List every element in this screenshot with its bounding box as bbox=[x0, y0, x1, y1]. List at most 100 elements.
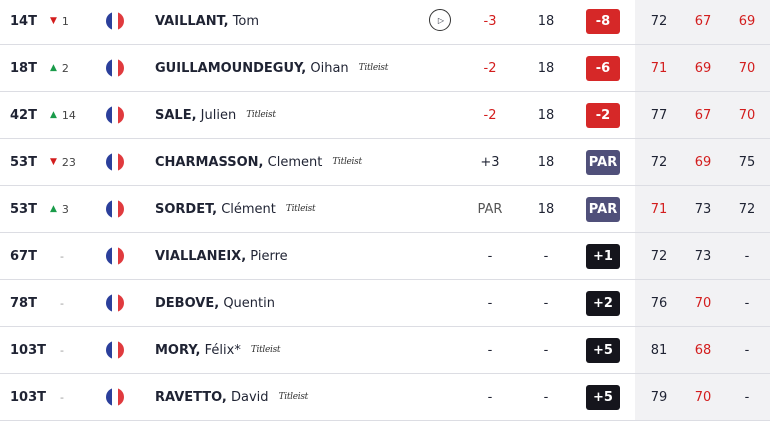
rounds-column-bg bbox=[635, 139, 770, 185]
round-1-score: 79 bbox=[650, 389, 668, 405]
table-row[interactable]: 53T ▼ 23 CHARMASSON, Clement Titleist +3 18 PAR… bbox=[0, 139, 770, 186]
player-last-name: CHARMASSON, bbox=[155, 154, 264, 170]
player-name-link[interactable]: VAILLANT, Tom bbox=[155, 0, 425, 44]
round-3-score: - bbox=[744, 295, 750, 311]
france-flag-icon bbox=[106, 247, 124, 265]
player-first-name: Félix* bbox=[204, 342, 241, 358]
position: 53T bbox=[10, 201, 37, 217]
round-3-score: - bbox=[744, 342, 750, 358]
position: 103T bbox=[10, 389, 47, 405]
player-last-name: DEBOVE, bbox=[155, 295, 220, 311]
position: 103T bbox=[10, 342, 47, 358]
table-row[interactable]: 18T ▲ 2 GUILLAMOUNDEGUY, Oihan Titleist -2 18-… bbox=[0, 45, 770, 92]
movement-value: 2 bbox=[61, 61, 69, 75]
play-video-button[interactable]: ▷ bbox=[429, 9, 451, 31]
position: 14T bbox=[10, 13, 37, 29]
player-name-link[interactable]: MORY, Félix* Titleist bbox=[155, 327, 425, 373]
total-score-badge: PAR bbox=[586, 197, 620, 222]
player-last-name: VAILLANT, bbox=[155, 13, 229, 29]
position: 42T bbox=[10, 107, 37, 123]
movement: - bbox=[50, 327, 100, 373]
round-3-score: 69 bbox=[738, 13, 756, 29]
total-score-badge: -2 bbox=[586, 103, 620, 128]
today-score: -2 bbox=[483, 107, 497, 123]
round-1-score: 76 bbox=[650, 295, 668, 311]
table-row[interactable]: 14T ▼ 1 VAILLANT, Tom ▷ -3 18 -8 72 67 69 bbox=[0, 0, 770, 45]
table-row[interactable]: 67T - VIALLANEIX, Pierre - - +1 72 73 - bbox=[0, 233, 770, 280]
movement-none: - bbox=[60, 390, 64, 404]
round-1-score: 77 bbox=[650, 107, 668, 123]
today-score: -3 bbox=[483, 13, 497, 29]
total-score-badge: PAR bbox=[586, 150, 620, 175]
today-score: - bbox=[487, 342, 493, 358]
total-score-badge: -8 bbox=[586, 9, 620, 34]
player-name-link[interactable]: SALE, Julien Titleist bbox=[155, 92, 425, 138]
player-name-link[interactable]: RAVETTO, David Titleist bbox=[155, 374, 425, 420]
today-score: +3 bbox=[480, 154, 500, 170]
holes-thru: - bbox=[543, 342, 549, 358]
rounds-column-bg bbox=[635, 92, 770, 138]
sponsor-logo: Titleist bbox=[250, 345, 281, 355]
round-2-score: 67 bbox=[694, 13, 712, 29]
arrow-up-icon: ▲ bbox=[50, 63, 57, 73]
round-2-score: 70 bbox=[694, 389, 712, 405]
arrow-down-icon: ▼ bbox=[50, 16, 57, 26]
round-2-score: 69 bbox=[694, 154, 712, 170]
holes-thru: 18 bbox=[537, 107, 555, 123]
movement: ▼ 1 bbox=[50, 0, 100, 44]
holes-thru: 18 bbox=[537, 201, 555, 217]
france-flag-icon bbox=[106, 388, 124, 406]
round-1-score: 81 bbox=[650, 342, 668, 358]
movement: ▲ 14 bbox=[50, 92, 100, 138]
table-row[interactable]: 103T - RAVETTO, David Titleist - - +5 79 70- bbox=[0, 374, 770, 421]
today-score: -2 bbox=[483, 60, 497, 76]
holes-thru: 18 bbox=[537, 60, 555, 76]
rounds-column-bg bbox=[635, 327, 770, 373]
round-3-score: - bbox=[744, 389, 750, 405]
round-1-score: 72 bbox=[650, 154, 668, 170]
movement-value: 14 bbox=[61, 108, 76, 122]
player-last-name: GUILLAMOUNDEGUY, bbox=[155, 60, 307, 76]
player-name-link[interactable]: VIALLANEIX, Pierre bbox=[155, 233, 425, 279]
france-flag-icon bbox=[106, 200, 124, 218]
movement-value: 23 bbox=[61, 155, 76, 169]
movement: - bbox=[50, 280, 100, 326]
movement-none: - bbox=[60, 249, 64, 263]
table-row[interactable]: 103T - MORY, Félix* Titleist - - +5 81 68- bbox=[0, 327, 770, 374]
sponsor-logo: Titleist bbox=[246, 110, 276, 120]
sponsor-logo: Titleist bbox=[358, 63, 389, 73]
player-first-name: Julien bbox=[200, 107, 237, 123]
table-row[interactable]: 53T ▲ 3 SORDET, Clément Titleist PAR 18 PAR 71 73… bbox=[0, 186, 770, 233]
table-row[interactable]: 78T - DEBOVE, Quentin - - +2 76 70 - bbox=[0, 280, 770, 327]
round-2-score: 73 bbox=[694, 201, 712, 217]
rounds-column-bg bbox=[635, 186, 770, 232]
sponsor-logo: Titleist bbox=[278, 392, 309, 402]
total-score-badge: -6 bbox=[586, 56, 620, 81]
round-1-score: 71 bbox=[650, 201, 668, 217]
round-1-score: 72 bbox=[650, 248, 668, 264]
movement-none: - bbox=[60, 343, 64, 357]
movement: ▲ 2 bbox=[50, 45, 100, 91]
round-3-score: 70 bbox=[738, 60, 756, 76]
table-row[interactable]: 42T ▲ 14 SALE, Julien Titleist -2 18 -2 77 67 70 bbox=[0, 92, 770, 139]
movement-value: 3 bbox=[61, 202, 69, 216]
total-score-badge: +5 bbox=[586, 385, 620, 410]
player-name-link[interactable]: SORDET, Clément Titleist bbox=[155, 186, 425, 232]
player-first-name: Pierre bbox=[250, 248, 288, 264]
player-name-link[interactable]: CHARMASSON, Clement Titleist bbox=[155, 139, 425, 185]
france-flag-icon bbox=[106, 341, 124, 359]
rounds-column-bg bbox=[635, 233, 770, 279]
movement-none: - bbox=[60, 296, 64, 310]
round-2-score: 67 bbox=[694, 107, 712, 123]
player-first-name: Oihan bbox=[310, 60, 349, 76]
round-2-score: 70 bbox=[694, 295, 712, 311]
player-last-name: MORY, bbox=[155, 342, 201, 358]
total-score-badge: +5 bbox=[586, 338, 620, 363]
france-flag-icon bbox=[106, 153, 124, 171]
player-name-link[interactable]: GUILLAMOUNDEGUY, Oihan Titleist bbox=[155, 45, 425, 91]
arrow-up-icon: ▲ bbox=[50, 110, 57, 120]
france-flag-icon bbox=[106, 106, 124, 124]
france-flag-icon bbox=[106, 294, 124, 312]
movement: ▲ 3 bbox=[50, 186, 100, 232]
player-name-link[interactable]: DEBOVE, Quentin bbox=[155, 280, 425, 326]
